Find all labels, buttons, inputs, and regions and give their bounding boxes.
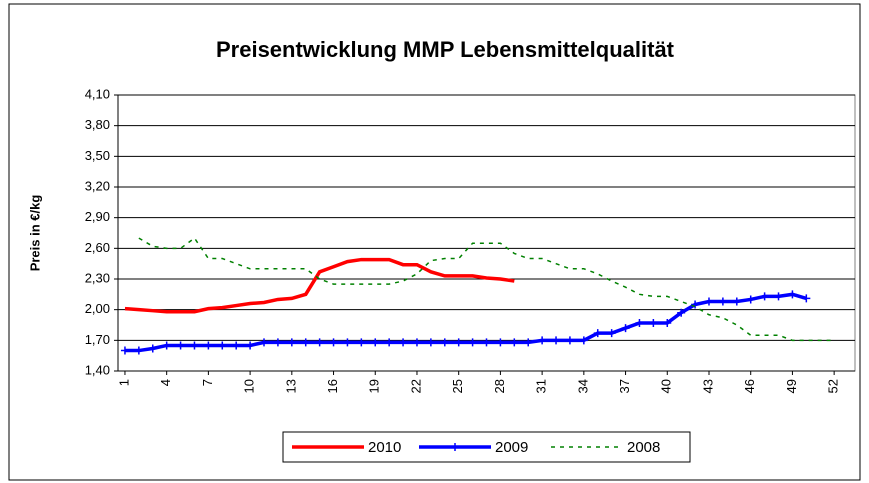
y-tick-label: 2,30 — [85, 270, 110, 285]
point-marker — [649, 318, 658, 327]
point-marker — [663, 318, 672, 327]
x-tick-label: 31 — [534, 379, 549, 393]
y-tick-label: 3,80 — [85, 117, 110, 132]
x-tick-label: 43 — [700, 379, 715, 393]
point-marker — [677, 308, 686, 317]
legend-label: 2009 — [495, 439, 528, 456]
point-marker — [301, 338, 310, 347]
point-marker — [579, 336, 588, 345]
point-marker — [190, 341, 199, 350]
point-marker — [565, 336, 574, 345]
series-line — [124, 257, 515, 314]
point-marker — [412, 338, 421, 347]
x-tick-label: 25 — [450, 379, 465, 393]
y-tick-label: 2,90 — [85, 209, 110, 224]
point-marker — [774, 292, 783, 301]
x-tick-label: 46 — [742, 379, 757, 393]
series-line — [138, 237, 835, 342]
point-marker — [788, 290, 797, 299]
x-tick-label: 40 — [659, 379, 674, 393]
point-marker — [691, 300, 700, 309]
point-marker — [746, 295, 755, 304]
point-marker — [468, 338, 477, 347]
x-tick-label: 4 — [158, 379, 173, 386]
point-marker — [760, 292, 769, 301]
y-axis-label: Preis in €/kg — [27, 195, 42, 272]
x-tick-label: 37 — [617, 379, 632, 393]
x-tick-label: 34 — [575, 379, 590, 393]
point-marker — [718, 297, 727, 306]
point-marker — [496, 338, 505, 347]
point-marker — [454, 338, 463, 347]
x-tick-label: 22 — [408, 379, 423, 393]
x-tick-label: 1 — [116, 379, 131, 386]
point-marker — [218, 341, 227, 350]
point-marker — [343, 338, 352, 347]
point-marker — [357, 338, 366, 347]
point-marker — [704, 297, 713, 306]
point-marker — [802, 294, 811, 303]
point-marker — [538, 336, 547, 345]
point-marker — [552, 336, 561, 345]
x-tick-label: 13 — [283, 379, 298, 393]
x-tick-label: 7 — [200, 379, 215, 386]
point-marker — [246, 341, 255, 350]
point-marker — [148, 344, 157, 353]
point-marker — [287, 338, 296, 347]
point-marker — [732, 297, 741, 306]
x-tick-label: 52 — [826, 379, 841, 393]
point-marker — [385, 338, 394, 347]
point-marker — [593, 329, 602, 338]
point-marker — [176, 341, 185, 350]
point-marker — [162, 341, 171, 350]
legend-label: 2010 — [368, 439, 401, 456]
point-marker — [204, 341, 213, 350]
point-marker — [440, 338, 449, 347]
y-tick-label: 3,50 — [85, 148, 110, 163]
point-marker — [120, 346, 129, 355]
point-marker — [426, 338, 435, 347]
point-marker — [399, 338, 408, 347]
point-marker — [315, 338, 324, 347]
y-tick-label: 1,70 — [85, 332, 110, 347]
y-tick-label: 3,20 — [85, 178, 110, 193]
point-marker — [232, 341, 241, 350]
point-marker — [134, 346, 143, 355]
y-tick-label: 4,10 — [85, 86, 110, 101]
point-marker — [329, 338, 338, 347]
plot-area — [117, 94, 856, 372]
y-tick-label: 1,40 — [85, 362, 110, 377]
point-marker — [635, 318, 644, 327]
x-tick-label: 19 — [367, 379, 382, 393]
point-marker — [621, 324, 630, 333]
chart-title: Preisentwicklung MMP Lebensmittelqualitä… — [216, 37, 675, 62]
x-tick-label: 28 — [492, 379, 507, 393]
y-tick-label: 2,00 — [85, 301, 110, 316]
point-marker — [260, 338, 269, 347]
x-tick-label: 49 — [784, 379, 799, 393]
x-tick-label: 10 — [242, 379, 257, 393]
point-marker — [371, 338, 380, 347]
point-marker — [510, 338, 519, 347]
point-marker — [607, 329, 616, 338]
point-marker — [482, 338, 491, 347]
y-tick-label: 2,60 — [85, 240, 110, 255]
x-tick-label: 16 — [325, 379, 340, 393]
point-marker — [524, 338, 533, 347]
point-marker — [273, 338, 282, 347]
legend-label: 2008 — [627, 439, 660, 456]
